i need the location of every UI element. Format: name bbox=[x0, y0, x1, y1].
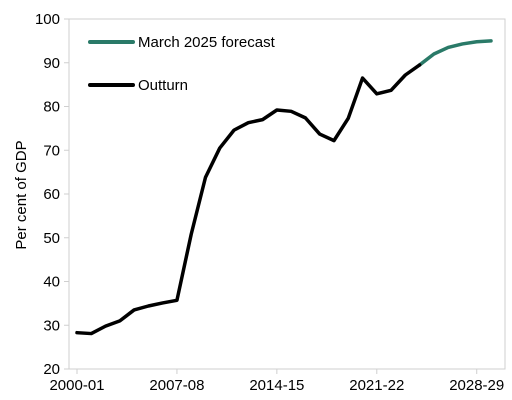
x-tick-label: 2007-08 bbox=[149, 377, 204, 394]
y-tick-label: 50 bbox=[43, 230, 60, 247]
legend: March 2025 forecast Outturn bbox=[88, 34, 276, 94]
y-axis-label: Per cent of GDP bbox=[13, 140, 30, 249]
x-tick-label: 2021-22 bbox=[349, 377, 404, 394]
x-tick-label: 2028-29 bbox=[449, 377, 504, 394]
x-tick-label: 2014-15 bbox=[249, 377, 304, 394]
y-tick-label: 80 bbox=[43, 99, 60, 116]
plot-frame bbox=[68, 18, 506, 370]
y-tick-label: 30 bbox=[43, 317, 60, 334]
tick-labels: 20 30 40 50 60 70 80 90 100 2000-01 2007-08 2014-15… bbox=[35, 11, 504, 394]
legend-label: Outturn bbox=[138, 77, 188, 94]
x-tick-label: 2000-01 bbox=[49, 377, 104, 394]
y-tick-label: 20 bbox=[43, 361, 60, 378]
legend-label: March 2025 forecast bbox=[138, 34, 276, 51]
y-tick-label: 40 bbox=[43, 274, 60, 291]
y-tick-label: 70 bbox=[43, 142, 60, 159]
series-line-outturn bbox=[75, 63, 422, 336]
axes bbox=[64, 18, 506, 374]
y-tick-label: 100 bbox=[35, 11, 60, 28]
y-tick-label: 90 bbox=[43, 55, 60, 72]
series-line-forecast bbox=[417, 39, 493, 67]
y-tick-label: 60 bbox=[43, 186, 60, 203]
series-layer bbox=[75, 39, 493, 336]
